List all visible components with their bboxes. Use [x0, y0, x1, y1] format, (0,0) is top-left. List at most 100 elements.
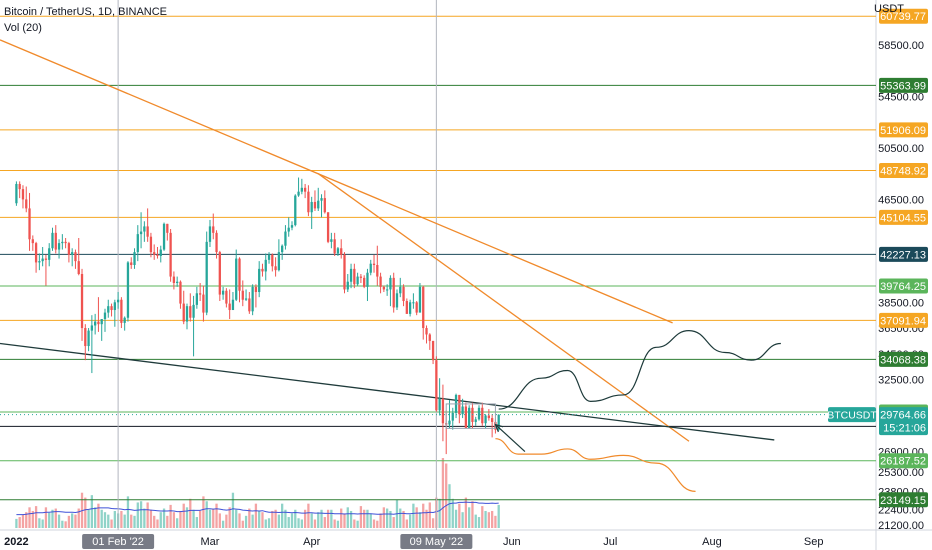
candle	[31, 235, 34, 251]
candle-body	[300, 187, 303, 192]
candle	[162, 222, 166, 251]
volume-bar	[248, 508, 251, 528]
candle	[61, 234, 64, 250]
candle-body	[185, 306, 189, 322]
volume-bar	[130, 514, 133, 528]
candle	[297, 177, 300, 197]
volume-bar	[330, 509, 333, 528]
candle-body	[284, 231, 287, 246]
candle	[182, 290, 185, 325]
candle	[251, 284, 254, 316]
candle	[477, 405, 481, 421]
candle-body	[356, 276, 359, 285]
candle-body	[438, 398, 441, 411]
candle-body	[116, 299, 120, 303]
candle	[294, 194, 297, 227]
volume-bar	[454, 509, 458, 528]
level-price-tag[interactable]: 55363.99	[879, 77, 928, 93]
candle-body	[382, 286, 386, 290]
candle	[192, 295, 195, 357]
volume-bar	[474, 514, 477, 528]
volume-bar	[54, 508, 57, 528]
candle-body	[110, 306, 113, 311]
candle	[425, 325, 428, 344]
candle	[179, 280, 182, 309]
volume-bar	[372, 519, 376, 528]
volume-bar	[110, 519, 113, 528]
candle-body	[336, 248, 340, 254]
candle-body	[323, 198, 326, 213]
volume-bar	[28, 507, 31, 528]
level-price-tag[interactable]: 42227.13	[879, 246, 928, 262]
candle-body	[97, 321, 100, 325]
level-tag-label: 34068.38	[880, 354, 926, 366]
volume-bar	[274, 509, 277, 528]
candle	[103, 308, 107, 332]
level-price-tag[interactable]: 37091.94	[879, 312, 928, 328]
candle-body	[359, 276, 363, 278]
candle-body	[490, 418, 494, 422]
candle	[435, 356, 438, 412]
candle	[382, 285, 386, 293]
candle	[107, 299, 110, 318]
candle	[277, 239, 281, 272]
volume-bar	[162, 508, 166, 528]
candle	[169, 228, 172, 282]
volume-bar	[18, 517, 21, 528]
candle-body	[385, 289, 389, 291]
volume-bar	[369, 513, 372, 528]
candle	[418, 283, 422, 313]
candle	[244, 289, 248, 302]
candle	[261, 263, 264, 277]
y-tick-label: 54500.00	[878, 91, 924, 103]
candle-body	[107, 306, 110, 313]
volume-bar	[195, 517, 199, 528]
candle	[25, 186, 28, 213]
volume-bar	[198, 510, 202, 528]
volume-bar	[21, 514, 25, 528]
level-price-tag[interactable]: 51906.09	[879, 122, 928, 138]
volume-bar	[412, 503, 415, 528]
volume-bar	[48, 512, 51, 528]
level-price-tag[interactable]: 60739.77	[879, 8, 928, 24]
candle	[336, 246, 340, 256]
volume-bar	[494, 515, 497, 528]
volume-bar	[166, 515, 169, 528]
candle-body	[261, 268, 264, 272]
candle	[241, 280, 244, 307]
volume-bar	[363, 509, 366, 528]
level-tag-label: 37091.94	[880, 315, 926, 327]
volume-bar	[215, 503, 218, 528]
volume-bar	[343, 513, 346, 528]
x-tick-label: Mar	[201, 536, 220, 548]
candle	[123, 316, 126, 331]
candle	[235, 249, 238, 302]
candle-body	[133, 252, 136, 265]
level-price-tag[interactable]: 26187.52	[879, 453, 928, 469]
volume-bar	[392, 517, 395, 528]
candle	[353, 263, 356, 289]
volume-bar	[382, 507, 386, 528]
level-price-tag[interactable]: 34068.38	[879, 351, 928, 367]
symbol-tag[interactable]: BTCUSDT	[827, 407, 877, 423]
volume-bar	[64, 521, 67, 528]
volume-indicator-label[interactable]: Vol (20)	[4, 22, 42, 34]
candle	[349, 263, 353, 289]
level-price-tag[interactable]: 39764.25	[879, 278, 928, 294]
time-marker-label: 09 May '22	[410, 536, 463, 548]
level-price-tag[interactable]: 45104.55	[879, 209, 928, 225]
time-marker-tag[interactable]: 09 May '22	[400, 534, 473, 549]
candle-body	[87, 330, 90, 347]
price-axis[interactable]: 58500.00 54500.00 50500.00 46500.00 38500.00…	[827, 8, 928, 532]
level-tag-bg	[879, 492, 928, 508]
candle	[274, 257, 277, 277]
candle	[231, 292, 235, 311]
level-price-tag[interactable]: 48748.92	[879, 162, 928, 178]
time-marker-tag[interactable]: 01 Feb '22	[82, 534, 155, 549]
level-price-tag[interactable]: 23149.15	[879, 492, 928, 508]
candle-body	[425, 328, 428, 335]
level-tag-bg	[879, 77, 928, 93]
